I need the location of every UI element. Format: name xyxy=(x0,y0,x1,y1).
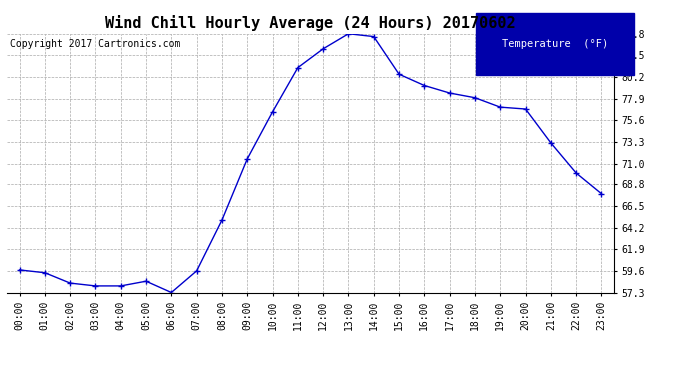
Text: Temperature  (°F): Temperature (°F) xyxy=(502,39,608,49)
Title: Wind Chill Hourly Average (24 Hours) 20170602: Wind Chill Hourly Average (24 Hours) 201… xyxy=(105,15,516,31)
Text: Copyright 2017 Cartronics.com: Copyright 2017 Cartronics.com xyxy=(10,39,180,49)
